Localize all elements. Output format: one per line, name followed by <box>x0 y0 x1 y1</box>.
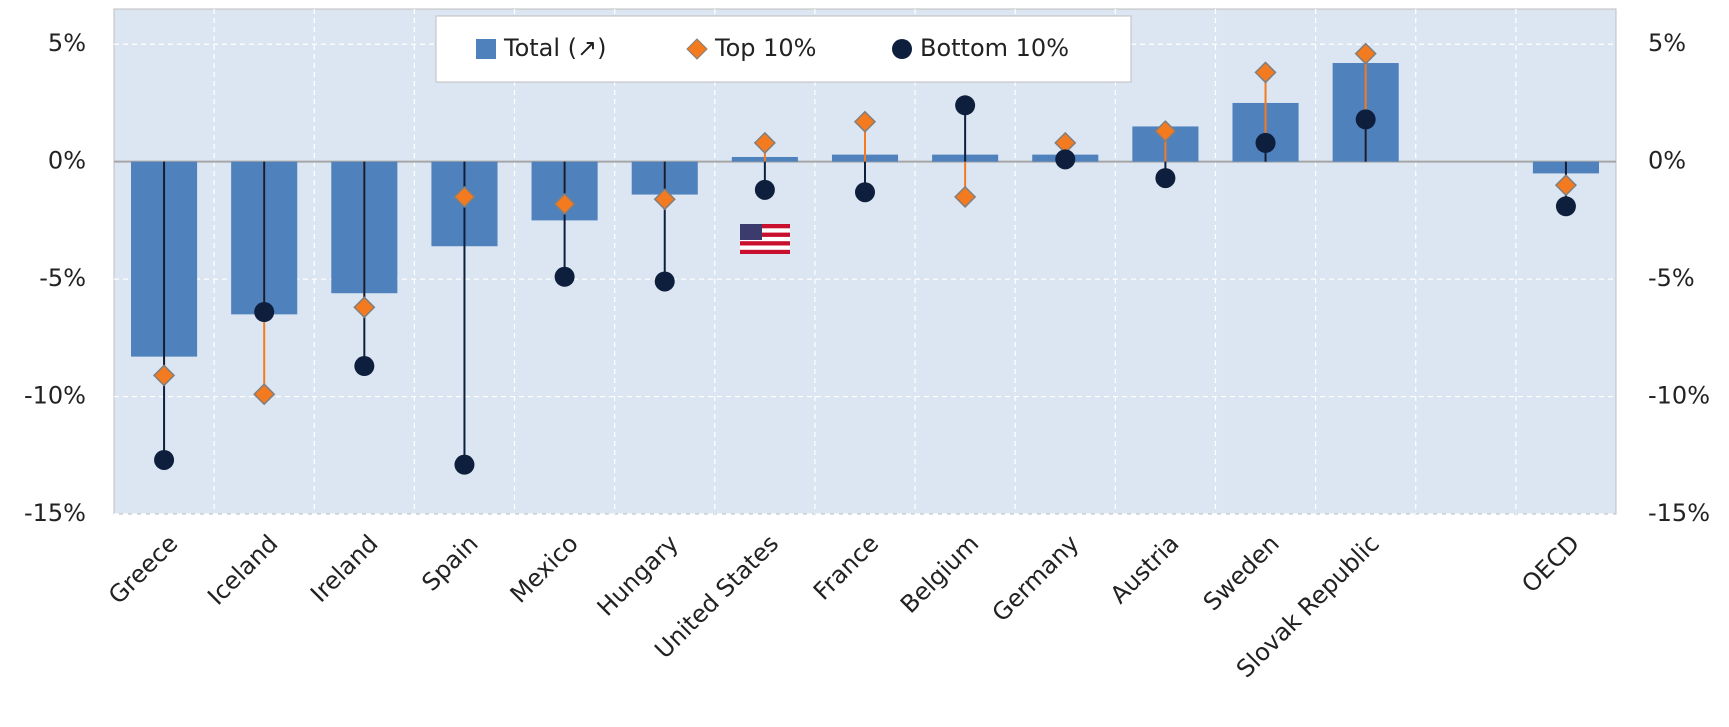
legend-label: Total (↗) <box>503 34 607 62</box>
top-marker <box>954 185 977 208</box>
y-tick-label: -15% <box>24 499 86 527</box>
x-tick-label: Greece <box>103 529 183 609</box>
bottom-marker <box>554 266 575 287</box>
flag-stripe <box>740 232 790 237</box>
flag-canton <box>740 224 762 240</box>
top-marker <box>253 383 276 406</box>
top-marker <box>1354 42 1377 65</box>
x-tick-label: Iceland <box>202 529 283 610</box>
bottom-marker <box>1055 149 1076 170</box>
bottom-marker <box>855 182 875 203</box>
top-marker <box>453 185 476 208</box>
top-marker <box>553 192 576 216</box>
top-marker <box>653 188 676 211</box>
y2-tick-label: -5% <box>1648 264 1695 292</box>
legend-swatch <box>686 38 708 60</box>
y2-tick-label: 0% <box>1648 147 1686 175</box>
top-marker <box>1554 174 1577 197</box>
x-tick-label: France <box>808 529 884 605</box>
bottom-marker <box>1555 196 1576 217</box>
legend: Total (↗) Top 10% Bottom 10% <box>435 15 1132 83</box>
top-marker <box>153 364 176 387</box>
bottom-marker <box>1255 132 1276 153</box>
x-tick-label: Ireland <box>305 529 383 607</box>
x-tick-label: Hungary <box>592 529 684 621</box>
bottom-marker <box>1155 168 1176 189</box>
y-tick-label: -5% <box>39 264 86 292</box>
bottom-marker <box>454 454 475 475</box>
top-marker <box>1254 61 1277 84</box>
top-marker <box>1154 120 1177 143</box>
bottom-marker <box>754 179 775 200</box>
x-tick-label: Belgium <box>895 529 984 618</box>
x-tick-label: Germany <box>987 529 1085 627</box>
bottom-marker <box>154 449 175 470</box>
bottom-marker <box>654 271 675 292</box>
x-tick-label: Austria <box>1105 529 1185 609</box>
x-tick-label: OECD <box>1516 529 1585 598</box>
bottom-marker <box>354 356 375 377</box>
flag-icon <box>740 224 790 254</box>
y-tick-label: -10% <box>24 382 86 410</box>
bottom-marker <box>1355 109 1376 130</box>
top-marker <box>853 110 877 133</box>
legend-box <box>435 15 1132 83</box>
legend-swatch <box>892 39 912 59</box>
flag-stripe <box>740 241 790 246</box>
legend-label: Top 10% <box>714 34 816 62</box>
y-tick-label: 0% <box>48 147 86 175</box>
legend-swatch <box>476 39 496 59</box>
bottom-marker <box>955 95 976 116</box>
y2-tick-label: 5% <box>1648 29 1686 57</box>
bottom-marker <box>254 302 275 322</box>
y2-tick-label: -15% <box>1648 499 1710 527</box>
flag-stripe <box>740 249 790 254</box>
top-marker <box>353 296 376 319</box>
legend-label: Bottom 10% <box>920 34 1069 62</box>
top-marker <box>753 131 776 154</box>
x-tick-label: Sweden <box>1198 529 1285 616</box>
x-tick-label: Mexico <box>505 529 584 608</box>
flag-stripe <box>740 224 790 229</box>
y2-tick-label: -10% <box>1648 382 1710 410</box>
x-tick-label: Spain <box>416 529 483 596</box>
y-tick-label: 5% <box>48 29 86 57</box>
